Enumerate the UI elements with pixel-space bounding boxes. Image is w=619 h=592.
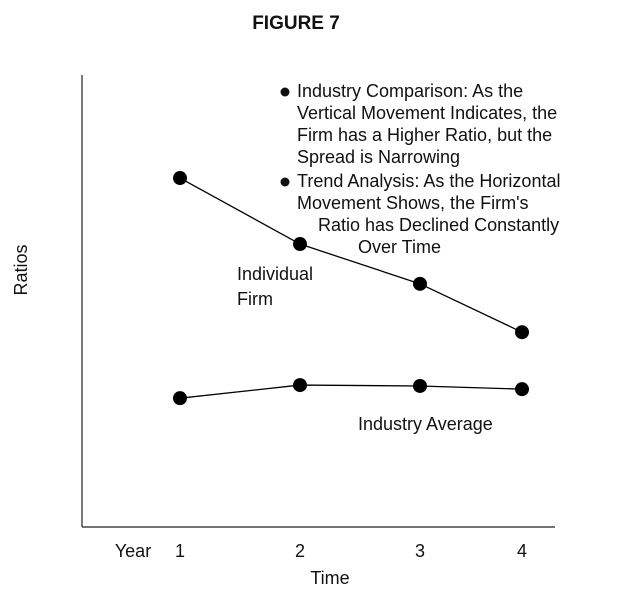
x-axis-prefix: Year xyxy=(115,541,151,561)
series-label: Industry Average xyxy=(358,414,493,434)
bullet xyxy=(280,177,290,187)
annotation-line: Spread is Narrowing xyxy=(297,147,460,167)
chart-title: FIGURE 7 xyxy=(252,13,340,34)
data-point xyxy=(293,237,307,252)
y-axis-label: Ratios xyxy=(11,244,31,295)
data-point xyxy=(515,382,529,397)
annotation-line: Over Time xyxy=(358,237,441,257)
annotation-line: Trend Analysis: As the Horizontal xyxy=(297,171,560,191)
series-line xyxy=(179,384,523,399)
data-point xyxy=(293,378,307,393)
x-tick-label: 2 xyxy=(295,541,305,561)
annotation-line: Industry Comparison: As the xyxy=(297,81,523,101)
bullet xyxy=(280,87,290,97)
data-point xyxy=(413,378,427,393)
annotation-line: Vertical Movement Indicates, the xyxy=(297,103,557,123)
x-axis-label: Time xyxy=(310,568,349,588)
data-point xyxy=(413,276,427,291)
annotation-line: Movement Shows, the Firm's xyxy=(297,193,529,213)
series-label: Individual Firm xyxy=(237,264,314,309)
x-tick-label: 3 xyxy=(415,541,425,561)
annotation-line: Firm has a Higher Ratio, but the xyxy=(297,125,552,145)
x-tick-label: 1 xyxy=(175,541,185,561)
data-point xyxy=(173,171,187,186)
series-line xyxy=(179,177,523,333)
annotation-line: Ratio has Declined Constantly xyxy=(318,215,559,235)
data-point xyxy=(515,325,529,340)
data-point xyxy=(173,391,187,406)
x-tick-label: 4 xyxy=(517,541,527,561)
